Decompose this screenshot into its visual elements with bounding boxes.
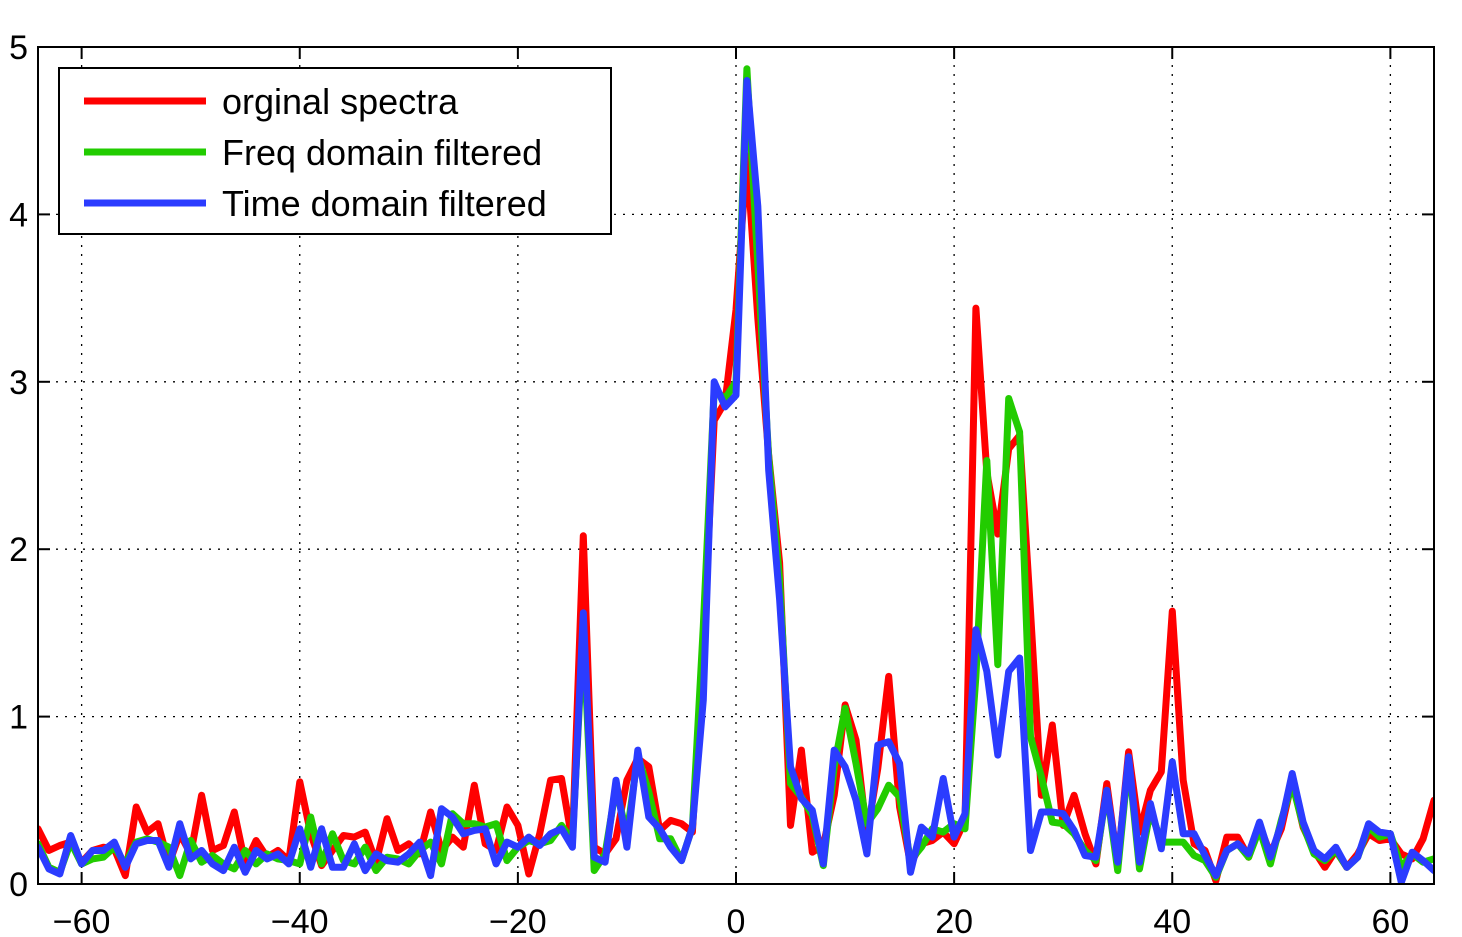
axis-ticks: −60 −40 −20 0 20 40 60 0 1 2 3 4 5 — [9, 29, 1434, 937]
y-tick-label: 4 — [9, 196, 28, 234]
x-tick-label: 20 — [935, 903, 973, 937]
y-tick-label: 1 — [9, 699, 28, 737]
x-tick-label: 40 — [1153, 903, 1191, 937]
x-tick-label: −20 — [489, 903, 547, 937]
x-tick-label: 0 — [727, 903, 746, 937]
legend: orginal spectra Freq domain filtered Time … — [58, 67, 612, 235]
y-tick-label: 2 — [9, 531, 28, 569]
y-tick-label: 5 — [9, 29, 28, 67]
x-tick-label: −60 — [53, 903, 111, 937]
series-line-1 — [38, 152, 1434, 884]
y-tick-label: 3 — [9, 364, 28, 402]
x-tick-label: 60 — [1371, 903, 1409, 937]
legend-label: Time domain filtered — [222, 183, 547, 224]
plot-series — [38, 65, 1434, 884]
legend-label: orginal spectra — [222, 81, 459, 122]
legend-label: Freq domain filtered — [222, 132, 542, 173]
y-tick-label: 0 — [9, 866, 28, 904]
series-line-3 — [38, 77, 1434, 884]
x-tick-label: −40 — [271, 903, 329, 937]
